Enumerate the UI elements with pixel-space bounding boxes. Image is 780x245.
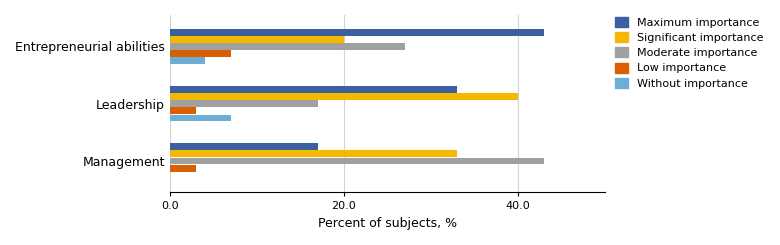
- Bar: [170, 115, 231, 122]
- Bar: [170, 43, 405, 50]
- Bar: [170, 57, 204, 64]
- Bar: [170, 29, 544, 36]
- Legend: Maximum importance, Significant importance, Moderate importance, Low importance,: Maximum importance, Significant importan…: [615, 17, 764, 89]
- Bar: [170, 107, 196, 114]
- Bar: [170, 36, 344, 43]
- Bar: [170, 165, 196, 172]
- Bar: [170, 150, 457, 157]
- Bar: [170, 86, 457, 93]
- Bar: [170, 93, 518, 100]
- X-axis label: Percent of subjects, %: Percent of subjects, %: [317, 217, 457, 230]
- Bar: [170, 143, 317, 150]
- Bar: [170, 100, 317, 107]
- Bar: [170, 158, 544, 164]
- Bar: [170, 50, 231, 57]
